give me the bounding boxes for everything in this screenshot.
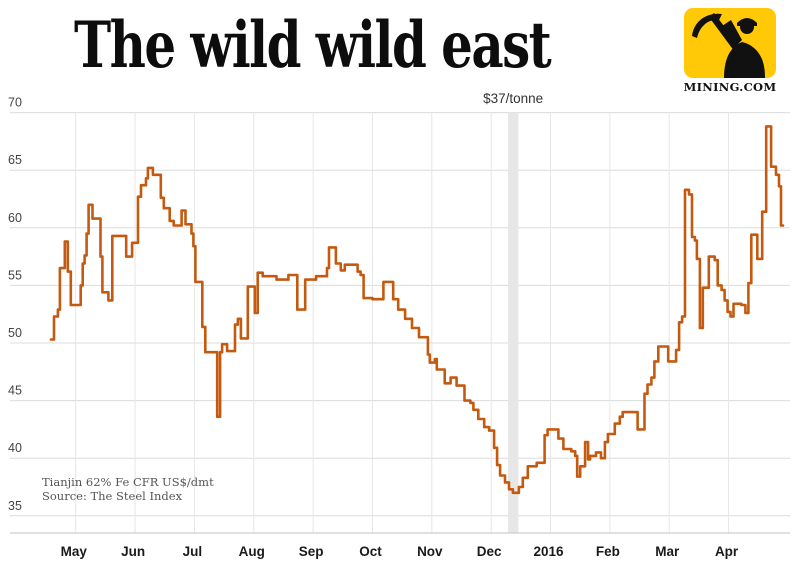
miner-hat [737, 18, 757, 26]
highlight-band [507, 112, 519, 533]
price-line [49, 125, 785, 495]
y-axis-label: 35 [8, 499, 22, 513]
mining-logo [684, 8, 776, 78]
y-axis-label: 40 [8, 441, 22, 455]
x-axis-label: Oct [359, 544, 382, 559]
miner-pickaxe-icon [684, 8, 776, 78]
x-axis-label: Dec [477, 544, 502, 559]
logo-caption: MINING.COM [683, 80, 777, 94]
x-axis-label: Jun [121, 544, 145, 559]
x-axis-label: Feb [596, 544, 620, 559]
miner-body [724, 42, 765, 78]
x-axis-label: Aug [239, 544, 265, 559]
legend-source-label: Source: The Steel Index [42, 489, 183, 503]
page-title: The wild wild east [74, 8, 552, 83]
y-axis-label: 65 [8, 153, 22, 167]
y-axis-label: 70 [8, 96, 22, 110]
x-axis-label: Jul [183, 544, 203, 559]
price-annotation: $37/tonne [483, 91, 543, 106]
miner-arm [722, 20, 742, 46]
y-axis-label: 60 [8, 211, 22, 225]
x-axis-label: May [61, 544, 88, 559]
x-axis-label: 2016 [533, 544, 564, 559]
legend-series-label: Tianjin 62% Fe CFR US$/dmt [42, 475, 214, 489]
y-axis-label: 50 [8, 326, 22, 340]
chart-legend: Tianjin 62% Fe CFR US$/dmt Source: The S… [42, 475, 214, 503]
y-axis-label: 45 [8, 384, 22, 398]
x-axis-label: Mar [655, 544, 680, 559]
x-axis-label: Sep [299, 544, 324, 559]
x-axis-label: Apr [715, 544, 739, 559]
y-axis-label: 55 [8, 268, 22, 282]
x-axis-label: Nov [417, 544, 443, 559]
